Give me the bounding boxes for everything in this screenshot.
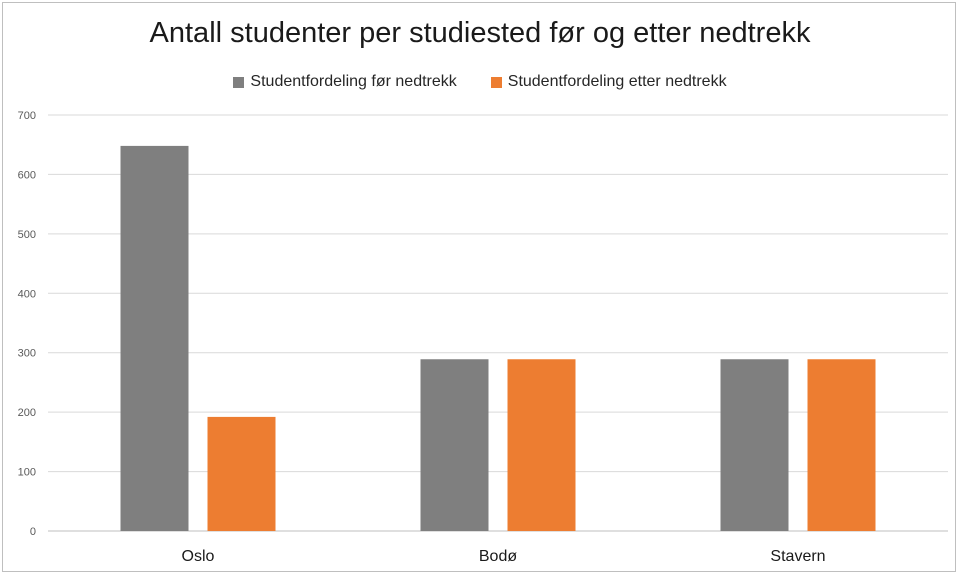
y-tick-label-700: 700 xyxy=(18,110,36,122)
legend-swatch-before xyxy=(233,76,245,88)
y-tick-label-400: 400 xyxy=(18,288,36,300)
bar-bod-series-1 xyxy=(420,359,489,531)
y-tick-label-0: 0 xyxy=(30,526,36,538)
x-category-label-2: Bodø xyxy=(479,548,517,565)
bar-stavern-series-1 xyxy=(720,359,789,531)
legend-label-after: Studentfordeling etter nedtrekk xyxy=(507,73,727,90)
x-category-label-1: Oslo xyxy=(182,548,215,565)
y-tick-label-600: 600 xyxy=(18,169,36,181)
legend-item-before: Studentfordeling før nedtrekk xyxy=(233,73,457,91)
y-tick-label-500: 500 xyxy=(18,229,36,241)
legend-item-after: Studentfordeling etter nedtrekk xyxy=(490,73,727,91)
y-tick-label-100: 100 xyxy=(18,467,36,479)
bar-oslo-series-2 xyxy=(207,416,276,531)
bar-stavern-series-2 xyxy=(807,359,876,531)
y-tick-label-300: 300 xyxy=(18,348,36,360)
legend-swatch-after xyxy=(490,76,502,88)
chart-title: Antall studenter per studiested før og e… xyxy=(149,17,811,49)
bar-oslo-series-1 xyxy=(120,145,189,531)
chart-legend: Studentfordeling før nedtrekk Studentfor… xyxy=(3,73,957,91)
bar-bod-series-2 xyxy=(507,359,576,531)
x-category-label-3: Stavern xyxy=(770,548,825,565)
legend-label-before: Studentfordeling før nedtrekk xyxy=(250,73,457,90)
plot-area: 0 100 200 300 400 500 600 700 Oslo Bodø Stavern xyxy=(18,110,948,565)
y-tick-label-200: 200 xyxy=(18,407,36,419)
